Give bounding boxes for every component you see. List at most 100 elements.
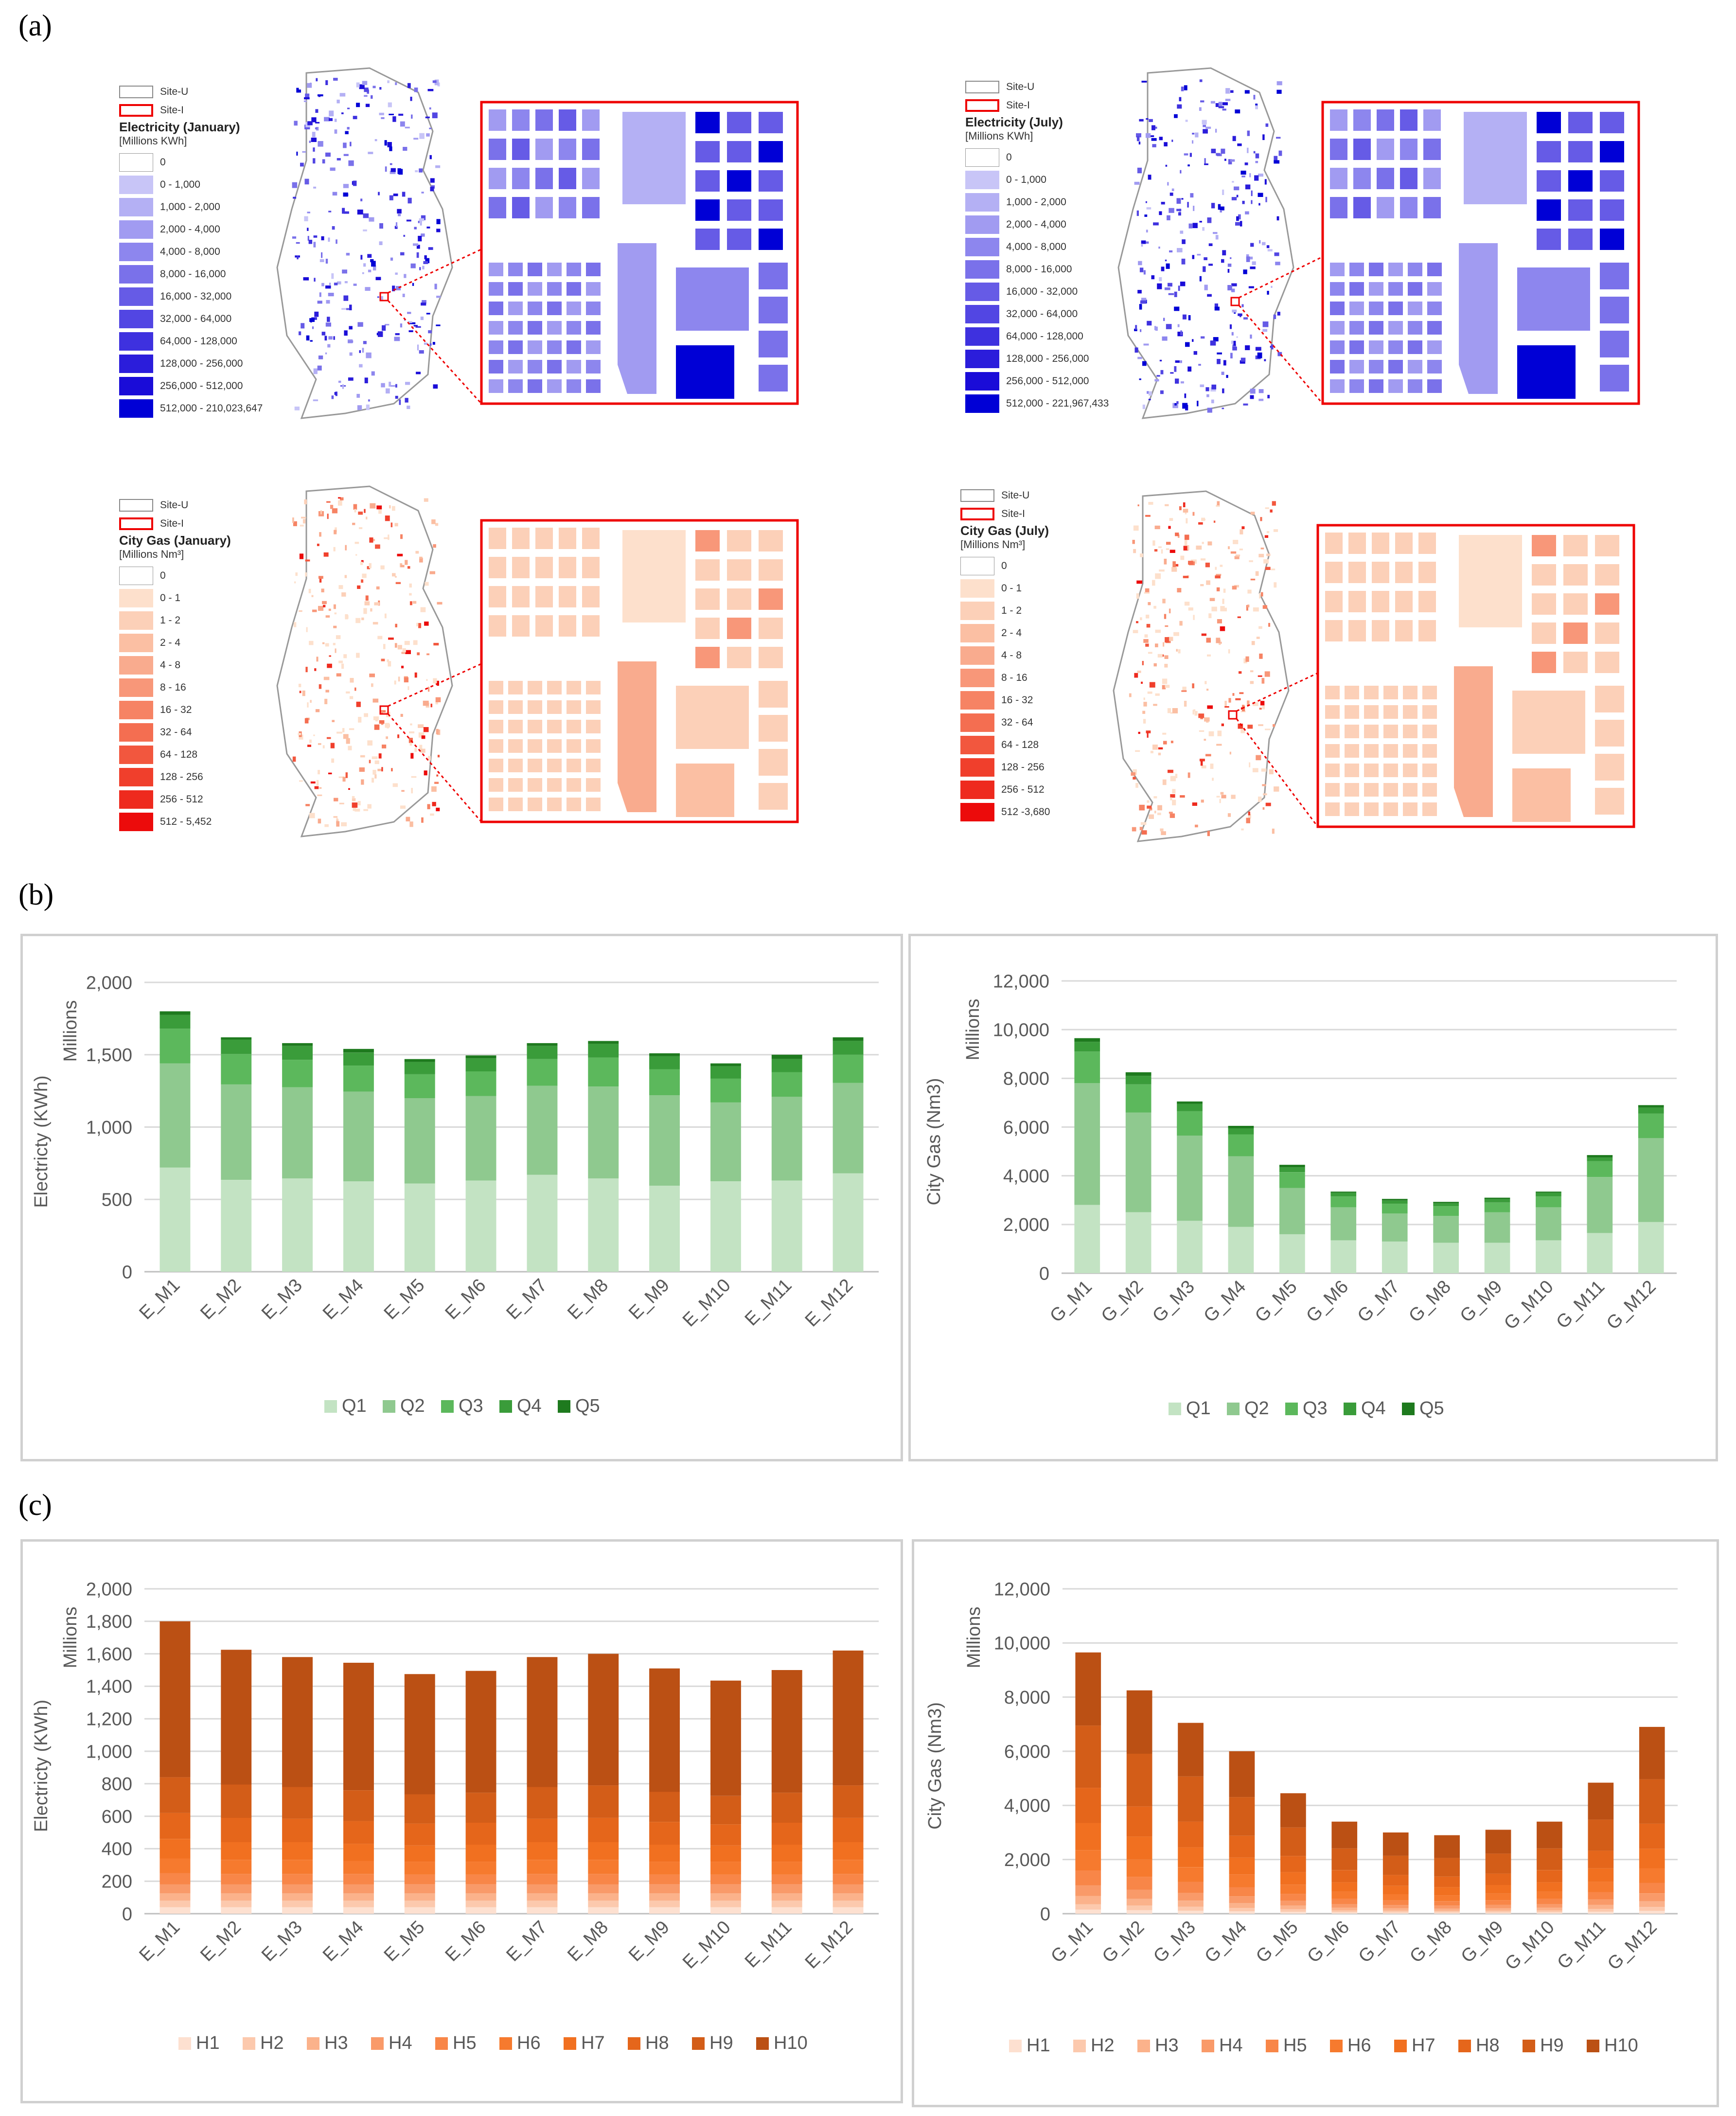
y-tick-label: 4,000: [1003, 1166, 1049, 1187]
inset-building: [1403, 725, 1417, 738]
building-parcel: [1224, 159, 1226, 161]
site-i-marker: [379, 292, 389, 302]
inset-building: [1348, 562, 1366, 583]
inset-building: [535, 109, 553, 131]
building-parcel: [405, 398, 408, 403]
building-parcel: [390, 171, 396, 174]
building-parcel: [421, 735, 425, 739]
building-parcel: [337, 731, 342, 734]
building-parcel: [328, 237, 330, 242]
building-parcel: [1148, 652, 1152, 654]
x-tick-label: G_M2: [1098, 1277, 1148, 1327]
bar-segment-q3: [1074, 1051, 1100, 1084]
x-tick-label: E_M7: [502, 1917, 551, 1966]
legend-class: 8,000 - 16,000: [119, 263, 263, 285]
building-parcel: [333, 642, 336, 645]
inset-building: [1325, 533, 1343, 554]
building-parcel: [349, 304, 352, 310]
legend-class-label: 4,000 - 8,000: [160, 246, 220, 257]
map-elec-jul: [1117, 67, 1640, 419]
building-parcel: [377, 636, 383, 640]
bar-segment-h4: [404, 1884, 435, 1894]
bar-segment-q4: [710, 1066, 741, 1079]
building-parcel: [337, 99, 340, 104]
bar-segment-h7: [159, 1839, 191, 1859]
building-parcel: [398, 113, 404, 116]
building-parcel: [1258, 203, 1260, 206]
legend-class: 1,000 - 2,000: [965, 191, 1109, 213]
bar-segment-h10: [159, 1621, 191, 1778]
building-parcel: [414, 88, 418, 92]
bar-segment-h10: [1382, 1832, 1409, 1856]
building-parcel: [424, 255, 427, 260]
building-parcel: [357, 585, 361, 589]
bar-segment-h1: [1434, 1912, 1460, 1914]
building-parcel: [1236, 216, 1239, 221]
legend-class-label: 512 - 5,452: [160, 816, 212, 827]
building-parcel: [1214, 306, 1220, 311]
building-parcel: [1231, 283, 1237, 286]
legend-class-label: 2,000 - 4,000: [160, 224, 220, 235]
inset-building: [528, 321, 542, 335]
building-parcel: [1243, 658, 1247, 663]
bar-segment-q5: [221, 1037, 252, 1040]
building-parcel: [1211, 399, 1214, 404]
building-parcel: [1165, 164, 1168, 167]
building-parcel: [389, 505, 391, 509]
panel-label-c: (c): [18, 1489, 52, 1522]
building-parcel: [1177, 588, 1182, 593]
inset-building: [1459, 243, 1498, 394]
inset-building: [1422, 744, 1437, 758]
inset-building: [1427, 360, 1442, 373]
bar-segment-h9: [771, 1793, 802, 1823]
inset-building: [567, 739, 581, 753]
legend-class: 16 - 32: [960, 689, 1050, 711]
y-tick-label: 500: [102, 1190, 132, 1210]
building-parcel: [1244, 162, 1248, 165]
legend-gas-jan: Site-U Site-I City Gas (January) [Millio…: [119, 496, 231, 833]
bar-segment-h2: [710, 1901, 741, 1907]
panel-label-a: (a): [18, 9, 52, 42]
inset-building: [727, 588, 751, 610]
legend-swatch: [1587, 2040, 1599, 2052]
zoom-inset-frame: [480, 101, 799, 405]
building-parcel: [316, 78, 318, 82]
bar-segment-h7: [1639, 1849, 1665, 1868]
building-parcel: [328, 211, 332, 213]
building-parcel: [1265, 802, 1271, 806]
building-parcel: [309, 318, 315, 322]
building-parcel: [309, 141, 311, 143]
bar-segment-h5: [588, 1874, 619, 1885]
building-parcel: [310, 700, 312, 703]
building-parcel: [379, 720, 385, 724]
building-parcel: [1242, 200, 1245, 204]
building-parcel: [1228, 649, 1230, 654]
bar-segment-h2: [588, 1901, 619, 1907]
building-parcel: [336, 821, 340, 827]
building-parcel: [1137, 167, 1142, 174]
inset-building: [508, 379, 523, 393]
building-parcel: [367, 566, 370, 569]
inset-building: [547, 321, 562, 335]
building-parcel: [1136, 210, 1139, 216]
inset-building: [1325, 705, 1340, 719]
inset-building: [547, 759, 562, 772]
building-parcel: [1142, 711, 1146, 714]
building-parcel: [423, 727, 429, 732]
building-parcel: [403, 234, 406, 237]
legend-class: 0 - 1,000: [119, 174, 263, 196]
building-parcel: [1256, 637, 1260, 639]
building-parcel: [1231, 340, 1233, 344]
inset-building: [695, 170, 720, 192]
bar-segment-h2: [221, 1901, 252, 1907]
building-parcel: [319, 532, 321, 537]
bar-segment-h3: [221, 1893, 252, 1901]
building-parcel: [1262, 242, 1266, 246]
inset-building: [528, 340, 542, 354]
legend-swatch: [243, 2037, 255, 2050]
building-parcel: [385, 166, 387, 172]
inset-building: [1537, 170, 1561, 192]
legend-class: 0 - 1: [960, 577, 1050, 600]
district-outline: [276, 485, 453, 837]
bar-segment-h1: [1178, 1910, 1204, 1914]
